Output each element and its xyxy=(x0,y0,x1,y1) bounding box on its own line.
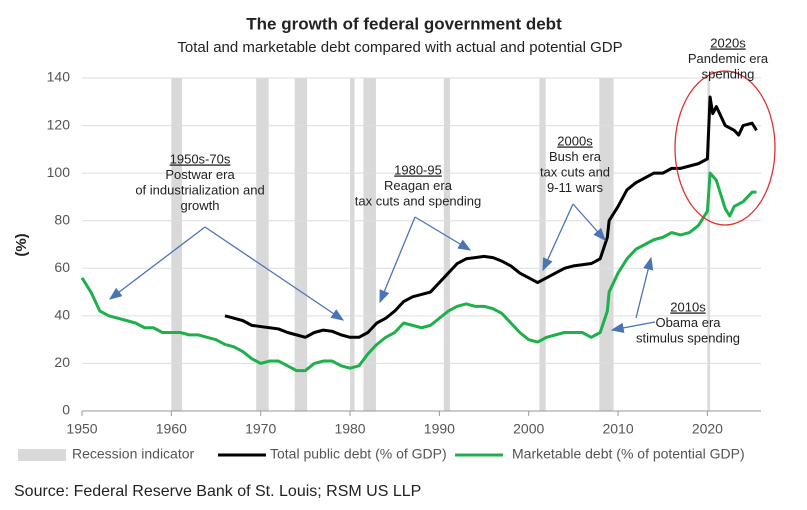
annotation: stimulus spending xyxy=(636,330,740,345)
chart-subtitle: Total and marketable debt compared with … xyxy=(177,39,622,56)
recession-band xyxy=(363,78,376,411)
series-line xyxy=(224,95,758,339)
y-tick-label: 100 xyxy=(47,164,71,180)
y-tick-label: 80 xyxy=(54,211,70,227)
legend-label: Recession indicator xyxy=(72,446,195,462)
annotation: 2020s xyxy=(710,35,746,50)
y-tick-label: 20 xyxy=(54,354,70,370)
annotation: 9-11 wars xyxy=(547,180,604,195)
y-tick-label: 140 xyxy=(47,69,71,85)
x-tick-label: 2020 xyxy=(692,421,723,437)
annotation: of industrialization and xyxy=(135,182,264,197)
series-line xyxy=(80,171,757,373)
recession-band xyxy=(350,78,355,411)
annotation: Reagan era xyxy=(384,178,453,193)
recession-band xyxy=(171,78,183,411)
y-tick-label: 60 xyxy=(54,259,70,275)
recession-band xyxy=(707,78,711,411)
annotation-arrows xyxy=(108,203,656,333)
annotation: tax cuts and xyxy=(540,164,610,179)
legend-label: Total public debt (% of GDP) xyxy=(270,446,447,462)
highlight-ellipse xyxy=(674,70,776,226)
x-tick-label: 1960 xyxy=(156,421,187,437)
y-tick-label: 0 xyxy=(62,402,70,418)
annotation: Bush era xyxy=(549,149,602,164)
annotation: growth xyxy=(180,198,219,213)
annotation: 2000s xyxy=(557,133,593,148)
recession-band xyxy=(539,78,546,411)
annotation: spending xyxy=(702,66,755,81)
legend-swatch xyxy=(18,449,66,461)
legend-label: Marketable debt (% of potential GDP) xyxy=(512,446,745,462)
y-tick-label: 40 xyxy=(54,307,70,323)
x-tick-label: 1980 xyxy=(334,421,365,437)
annotation: 1980-95 xyxy=(394,162,442,177)
x-tick-label: 2000 xyxy=(513,421,544,437)
y-tick-label: 120 xyxy=(47,116,71,132)
x-tick-label: 1950 xyxy=(66,421,97,437)
y-axis-label: (%) xyxy=(13,233,30,256)
x-tick-label: 2010 xyxy=(602,421,633,437)
source: Source: Federal Reserve Bank of St. Loui… xyxy=(14,483,421,500)
annotation: tax cuts and spending xyxy=(355,193,481,208)
annotation: Postwar era xyxy=(165,167,235,182)
annotation: Obama era xyxy=(655,315,721,330)
annotation: Pandemic era xyxy=(688,51,769,66)
annotation: 2010s xyxy=(670,299,706,314)
recession-band xyxy=(294,78,308,411)
x-tick-label: 1970 xyxy=(245,421,276,437)
recession-band xyxy=(443,78,451,411)
annotation: 1950s-70s xyxy=(170,151,231,166)
chart-title: The growth of federal government debt xyxy=(246,14,562,33)
x-tick-label: 1990 xyxy=(424,421,455,437)
